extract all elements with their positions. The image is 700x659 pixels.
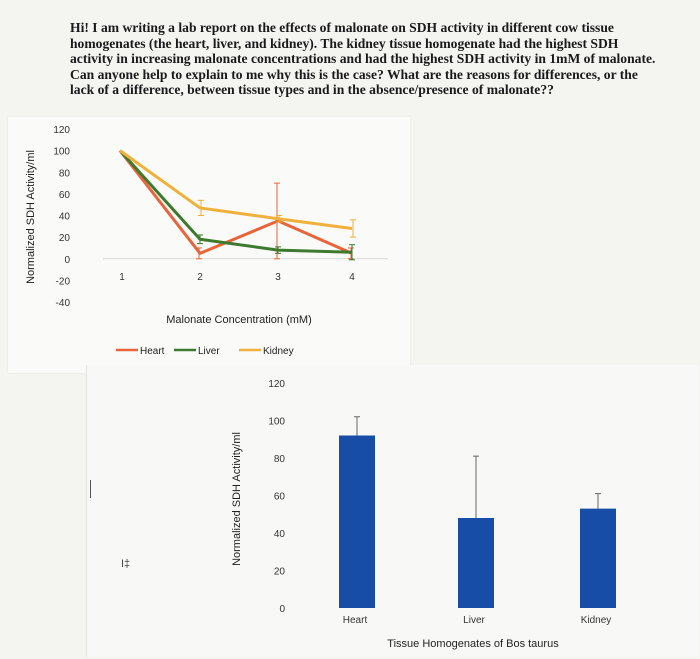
line-series-heart: [118, 149, 353, 255]
bar-category-label: Heart: [343, 615, 368, 626]
line-chart-y-tick: 100: [53, 147, 70, 158]
bar-heart: [339, 435, 375, 608]
line-chart: Normalized SDH Activity/ml Malonate Conc…: [25, 125, 388, 357]
bar-chart-y-tick: 120: [268, 379, 285, 390]
bar-chart-y-tick: 100: [268, 417, 285, 428]
line-chart-x-tick: 1: [119, 272, 125, 283]
bar-category-label: Liver: [463, 615, 485, 626]
stray-glyph-mark: I‡: [121, 558, 131, 570]
line-chart-plot-area: 120 100 80 60 40 20 0 -20 -40 1 2 3 4 Heart Liver Kidne…: [53, 125, 388, 357]
line-chart-y-tick: 80: [59, 168, 71, 179]
line-chart-x-tick: 2: [197, 272, 203, 283]
bar-chart-plot-area: 120 100 80 60 40 20 0 Heart Liver Kidney: [268, 379, 616, 626]
line-chart-y-tick: 0: [64, 255, 70, 266]
legend-label-heart: Heart: [140, 346, 165, 357]
line-chart-x-tick: 4: [349, 272, 355, 283]
line-chart-panel: Normalized SDH Activity/ml Malonate Conc…: [8, 117, 410, 373]
legend-label-kidney: Kidney: [263, 346, 294, 357]
bar-chart: Normalized SDH Activity/ml 120 100 80 60 40 2…: [231, 379, 616, 650]
line-chart-xlabel: Malonate Concentration (mM): [166, 314, 312, 326]
stray-vertical-mark: [90, 480, 91, 498]
line-chart-x-tick: 3: [275, 272, 281, 283]
line-chart-y-tick: -40: [56, 298, 71, 309]
line-chart-y-tick: 60: [59, 190, 71, 201]
line-series-liver: [118, 149, 353, 254]
legend-label-liver: Liver: [198, 346, 220, 357]
bar-chart-y-tick: 0: [279, 604, 285, 615]
bar-chart-panel: Normalized SDH Activity/ml 120 100 80 60 40 2…: [86, 365, 699, 657]
bar-chart-ylabel: Normalized SDH Activity/ml: [231, 432, 243, 566]
line-chart-y-tick: 40: [59, 212, 71, 223]
bar-kidney: [580, 508, 616, 608]
bar-chart-y-tick: 80: [274, 454, 286, 465]
line-chart-y-tick: 20: [59, 233, 71, 244]
bar-liver: [458, 518, 494, 608]
line-chart-y-tick: 120: [53, 125, 70, 136]
bar-category-label: Kidney: [581, 615, 612, 626]
bar-chart-y-tick: 20: [274, 567, 286, 578]
bar-chart-y-tick: 40: [274, 529, 286, 540]
line-chart-ylabel: Normalized SDH Activity/ml: [25, 150, 37, 284]
line-chart-y-tick: -20: [56, 276, 71, 287]
question-text: Hi! I am writing a lab report on the eff…: [70, 20, 656, 97]
line-series-kidney: [119, 149, 353, 230]
bar-chart-y-tick: 60: [274, 492, 286, 503]
bar-chart-xlabel: Tissue Homogenates of Bos taurus: [387, 638, 559, 650]
